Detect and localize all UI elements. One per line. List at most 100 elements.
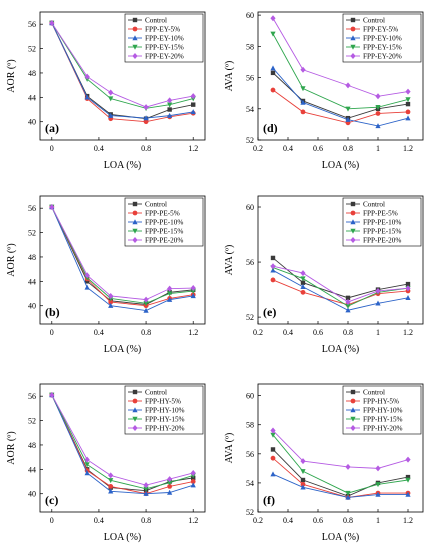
data-point	[270, 65, 276, 71]
data-point	[345, 82, 351, 89]
legend-marker	[350, 237, 356, 243]
chart-panel-4: 0.2 0.4 0.6 0.8 1 1.2 52 56 60 LOA (%) AVA (º) Cont…	[224, 195, 424, 355]
y-axis-label: AOR (º)	[6, 431, 17, 464]
data-point	[143, 301, 149, 307]
series-3	[270, 471, 411, 500]
legend-marker	[132, 17, 138, 23]
data-point	[167, 291, 173, 297]
plot-frame	[257, 195, 424, 325]
series-line	[272, 473, 408, 498]
x-tick-label: 0.8	[141, 516, 151, 525]
data-point	[49, 19, 55, 26]
y-axis-label: AOR (º)	[6, 243, 17, 276]
data-point	[345, 295, 351, 301]
data-point	[167, 296, 173, 302]
data-point	[375, 123, 381, 129]
data-point	[270, 455, 276, 461]
x-tick-label: 1	[376, 328, 380, 337]
legend-marker	[132, 407, 138, 413]
data-point	[108, 112, 114, 118]
data-point	[300, 469, 306, 475]
data-point	[167, 476, 173, 483]
series-4	[270, 31, 411, 112]
legend-entry: FPP-HY-20%	[363, 425, 403, 433]
data-point	[270, 15, 276, 22]
data-point	[108, 472, 114, 479]
legend-marker	[350, 44, 356, 50]
data-point	[190, 469, 196, 476]
data-point	[167, 112, 173, 118]
data-point	[300, 99, 306, 105]
legend-marker	[132, 398, 138, 404]
y-tick-label: 56	[246, 74, 254, 83]
series-5	[270, 427, 411, 472]
y-tick-label: 58	[246, 42, 254, 51]
x-tick-label: 0.6	[313, 144, 323, 153]
data-point	[167, 102, 173, 108]
x-tick-label: 0	[50, 516, 54, 525]
data-point	[270, 31, 276, 37]
y-axis-label: AVA (º)	[224, 61, 235, 92]
x-tick-label: 0.6	[313, 328, 323, 337]
chart-panel-6: 0.2 0.4 0.6 0.8 1 1.2 52 54 56 58 60 LOA (%) AVA (º)…	[224, 383, 424, 543]
y-tick-label: 52	[28, 229, 36, 238]
legend-entry: FPP-EY-15%	[145, 44, 184, 52]
series-line	[51, 206, 194, 304]
data-point	[108, 292, 114, 299]
legend-entry: FPP-HY-15%	[145, 416, 185, 424]
series-1	[270, 255, 411, 301]
chart-panel-2: 0.2 0.4 0.6 0.8 1 1.2 52 54 56 58 60 LOA (%) AVA (º)…	[224, 11, 424, 171]
legend-marker	[350, 210, 356, 216]
series-1	[270, 447, 411, 499]
series-3	[49, 204, 196, 313]
data-point	[108, 488, 114, 494]
legend-entry: FPP-PE-15%	[145, 228, 183, 236]
legend-entry: FPP-HY-10%	[363, 407, 403, 415]
y-tick-label: 44	[28, 277, 36, 286]
legend-marker	[350, 53, 356, 59]
data-point	[143, 119, 149, 125]
x-axis-label: LOA (%)	[104, 532, 142, 543]
series-line	[272, 257, 409, 299]
data-point	[84, 73, 90, 80]
y-tick-label: 52	[28, 45, 36, 54]
x-tick-label: 0.4	[283, 516, 293, 525]
series-line	[51, 394, 194, 495]
legend-marker	[132, 237, 138, 243]
legend-marker	[350, 407, 356, 413]
y-tick-label: 56	[28, 204, 36, 213]
data-point	[375, 491, 381, 497]
data-point	[300, 477, 306, 483]
legend-entry: Control	[363, 17, 385, 25]
legend-entry: Control	[363, 389, 385, 397]
data-point	[345, 116, 351, 122]
x-axis-label: LOA (%)	[322, 344, 360, 355]
panel-label: (a)	[45, 121, 59, 135]
data-point	[345, 298, 351, 305]
data-point	[167, 484, 173, 489]
x-axis-label: LOA (%)	[104, 160, 142, 171]
legend-marker	[132, 210, 138, 216]
data-point	[190, 482, 196, 488]
legend-marker	[132, 35, 138, 41]
legend-entry: FPP-HY-10%	[145, 407, 185, 415]
y-tick-label: 54	[246, 479, 254, 488]
series-line	[51, 206, 194, 312]
y-tick-label: 58	[246, 421, 254, 430]
data-point	[84, 462, 90, 468]
plot-frame	[257, 11, 424, 141]
series-line	[51, 394, 194, 486]
data-point	[84, 94, 90, 100]
legend-entry: FPP-EY-20%	[363, 53, 402, 61]
data-point	[49, 203, 55, 210]
data-point	[49, 391, 55, 398]
x-tick-label: 1.2	[403, 144, 413, 153]
data-point	[375, 111, 381, 116]
series-line	[51, 206, 194, 307]
data-point	[84, 279, 90, 284]
y-tick-label: 54	[246, 105, 254, 114]
series-3	[270, 65, 411, 129]
y-tick-label: 40	[28, 490, 36, 499]
x-tick-label: 0	[50, 328, 54, 337]
x-tick-label: 0.8	[343, 328, 353, 337]
